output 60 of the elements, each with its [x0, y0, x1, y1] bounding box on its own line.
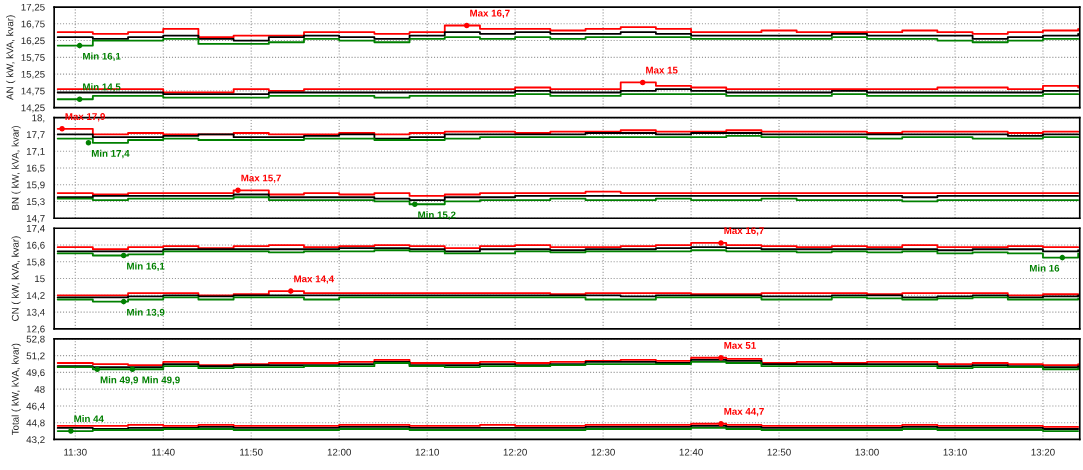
x-tick-label: 12:40: [679, 448, 703, 456]
annotation: Max 44,7: [724, 408, 764, 417]
y-tick-label: 48: [34, 385, 45, 393]
y-tick-label: 16,6: [26, 241, 45, 250]
x-tick-label: 12:30: [591, 448, 615, 456]
annotation: Min 44: [74, 415, 104, 423]
x-tick-label: 12:10: [415, 448, 439, 456]
y-tick-label: 43,2: [26, 436, 45, 445]
annotation: Max 51: [724, 342, 756, 349]
y-tick-label: 12,6: [26, 325, 45, 334]
y-tick-label: 15,9: [26, 181, 45, 190]
y-tick-label: 13,4: [26, 308, 45, 317]
y-tick-label: 16,25: [21, 37, 45, 46]
y-tick-label: 17,1: [26, 148, 45, 156]
y-tick-label: 16,5: [26, 164, 45, 173]
y-tick-label: 15,3: [26, 198, 45, 207]
annotation: Max 16,7: [724, 227, 764, 236]
x-tick-label: 13:00: [855, 448, 879, 456]
x-tick-label: 13:10: [943, 448, 967, 456]
annotation: Min 16: [1029, 264, 1060, 272]
annotation: Min 13,9: [127, 308, 165, 318]
y-tick-label: 18,: [32, 114, 45, 123]
x-tick-label: 12:50: [767, 448, 791, 456]
x-tick-label: 11:40: [152, 448, 175, 456]
y-tick-label: 15: [35, 275, 45, 283]
y-tick-label: 14,75: [21, 87, 45, 96]
y-axis-title: CN ( kW, kVA, kvar): [11, 236, 21, 321]
annotation: Min 15,2: [418, 211, 456, 220]
y-axis-title: AN ( kW, kVA, kvar): [6, 15, 16, 100]
y-tick-label: 15,8: [26, 258, 45, 267]
y-tick-label: 46,4: [26, 402, 45, 411]
y-tick-label: 52,8: [26, 335, 45, 344]
y-tick-label: 15,25: [21, 70, 45, 79]
annotation: Min 16,1: [83, 52, 121, 62]
y-tick-label: 14,7: [26, 215, 45, 223]
annotation: Max 15: [646, 66, 678, 74]
y-tick-label: 14,25: [21, 104, 45, 113]
x-tick-label: 11:50: [240, 448, 263, 456]
x-tick-label: 12:00: [327, 448, 351, 456]
annotation: Max 15,7: [241, 174, 281, 183]
annotation: Min 16,1: [127, 262, 165, 272]
y-tick-label: 49,6: [26, 369, 45, 378]
y-tick-label: 17,4: [26, 225, 45, 234]
y-axis-title: BN ( kW, kVA, kvar): [11, 125, 21, 210]
y-tick-label: 51,2: [26, 352, 45, 361]
y-tick-label: 14,2: [26, 292, 45, 301]
x-tick-label: 12:20: [503, 448, 527, 456]
y-axis-title: Total ( kW, kVA, kvar): [11, 343, 21, 436]
annotation: Min 17,4: [91, 149, 130, 159]
y-tick-label: 15,75: [21, 54, 45, 63]
annotation: Min 49,9: [100, 376, 139, 385]
annotation: Min 49,9: [142, 376, 180, 385]
annotation: Max 16,7: [470, 9, 510, 19]
y-tick-label: 16,75: [21, 20, 45, 29]
x-tick-label: 11:30: [64, 448, 87, 456]
y-tick-label: 44,8: [26, 419, 45, 428]
y-tick-label: 17,7: [26, 131, 45, 140]
x-tick-label: 13:20: [1031, 448, 1055, 456]
annotation: Max 14,4: [294, 275, 335, 284]
y-tick-label: 17,25: [21, 3, 45, 12]
